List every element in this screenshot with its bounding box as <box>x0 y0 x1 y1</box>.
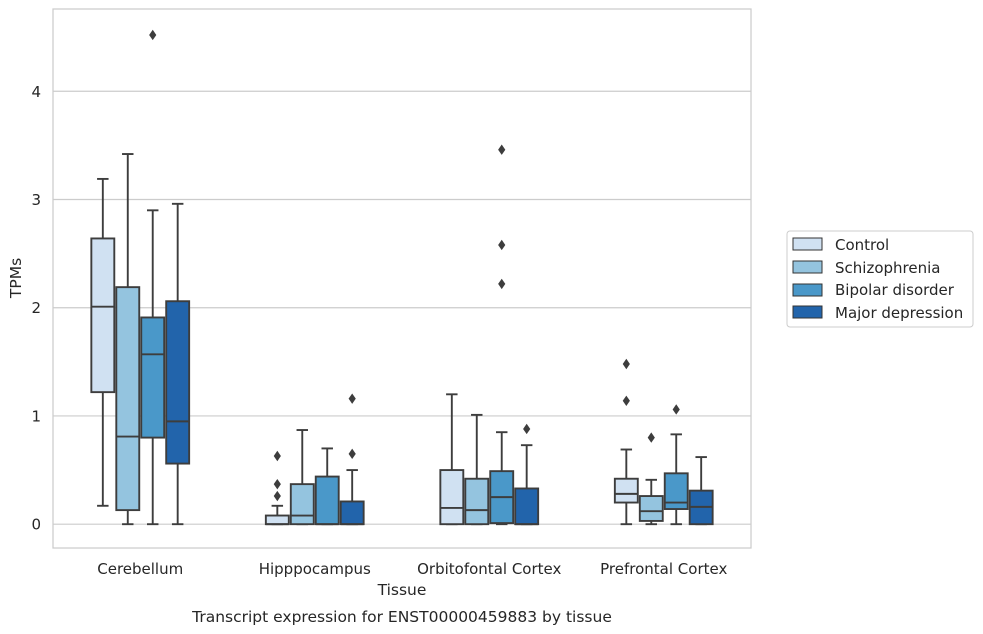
legend-label-major-depression: Major depression <box>835 304 963 322</box>
y-tick-labels: 0 1 2 3 4 <box>31 83 41 534</box>
outlier-point <box>273 478 281 490</box>
outlier-point <box>149 29 157 41</box>
box <box>264 450 290 526</box>
y-axis-label: TPMs <box>7 258 25 299</box>
outlier-point <box>348 393 356 404</box>
plot-background <box>53 9 751 548</box>
legend-swatch-major-depression <box>792 305 823 319</box>
box-body <box>314 475 340 526</box>
y-tick-label: 4 <box>31 83 41 101</box>
box-body <box>115 286 141 512</box>
box <box>638 432 664 526</box>
y-tick-label: 3 <box>31 191 41 209</box>
outlier-point <box>523 423 531 435</box>
legend-swatch-control <box>792 237 823 251</box>
box-body <box>90 237 116 394</box>
outlier-point <box>273 490 281 502</box>
box-body <box>339 500 365 526</box>
box <box>688 456 714 526</box>
box-body <box>638 495 664 522</box>
outlier-point <box>498 278 506 290</box>
x-tick-label: Orbitofontal Cortex <box>417 560 561 578</box>
box-body <box>464 477 490 526</box>
y-tick-label: 2 <box>31 299 41 317</box>
box <box>439 393 465 526</box>
legend-label-schizophrenia: Schizophrenia <box>835 259 940 277</box>
box <box>90 177 116 507</box>
legend: Control Schizophrenia Bipolar disorder M… <box>786 230 974 328</box>
box <box>663 404 689 526</box>
outlier-point <box>498 144 506 155</box>
box-body <box>663 472 689 510</box>
legend-label-bipolar-disorder: Bipolar disorder <box>835 281 955 299</box>
box <box>339 393 365 526</box>
box-body <box>289 483 315 526</box>
box <box>464 413 490 526</box>
box-body <box>439 469 465 526</box>
x-tick-label: Prefrontal Cortex <box>600 560 727 578</box>
x-axis-label: Tissue <box>377 581 427 599</box>
x-tick-labels: Cerebellum Hipppocampus Orbitofontal Corte… <box>97 560 727 578</box>
outlier-point <box>348 448 356 460</box>
legend-label-control: Control <box>835 236 889 254</box>
outlier-point <box>273 450 281 462</box>
outlier-point <box>672 404 680 415</box>
chart-caption: Transcript expression for ENST0000045988… <box>191 608 612 626</box>
box <box>165 202 191 526</box>
outlier-point <box>622 358 630 370</box>
box-body <box>165 300 191 465</box>
outlier-point <box>647 432 655 443</box>
box <box>314 447 340 526</box>
y-tick-label: 1 <box>31 407 41 425</box>
box <box>514 423 540 526</box>
box-body <box>140 316 166 439</box>
legend-swatch-bipolar-disorder <box>792 283 823 297</box>
box-body <box>264 514 290 526</box>
x-tick-label: Cerebellum <box>97 560 183 578</box>
box <box>489 144 515 526</box>
y-tick-label: 0 <box>31 516 41 534</box>
outlier-point <box>498 239 506 251</box>
box <box>115 153 141 526</box>
plot-frame <box>52 8 752 549</box>
legend-frame <box>786 230 974 328</box>
x-tick-label: Hipppocampus <box>259 560 371 578</box>
legend-swatch-schizophrenia <box>792 260 823 274</box>
box-body <box>514 487 540 526</box>
box-body <box>613 477 639 504</box>
box-series <box>90 29 714 526</box>
box <box>289 429 315 526</box>
box <box>140 29 166 526</box>
outlier-point <box>622 395 630 407</box>
box <box>613 358 639 526</box>
